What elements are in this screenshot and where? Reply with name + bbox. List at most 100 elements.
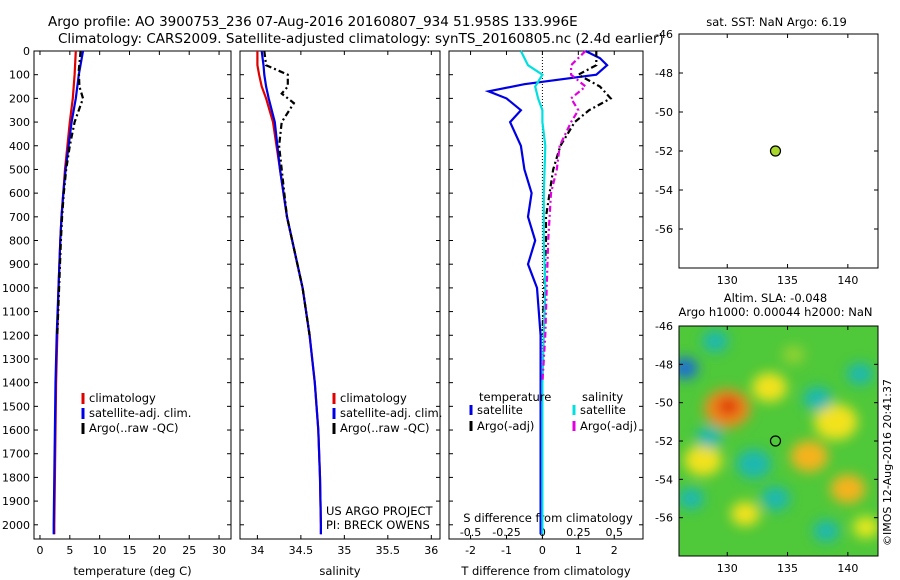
imos-side-stamp: ©IMOS 12-Aug-2016 20:41:37 — [881, 379, 894, 546]
sla-anomaly — [696, 426, 723, 449]
difference-xtick-label: -1 — [501, 544, 512, 557]
legend-item-label: satellite — [580, 403, 626, 417]
sla-map-xtick-label: 135 — [777, 562, 798, 575]
sla-map-ytick-label: -46 — [655, 320, 673, 333]
depth-tick-label: 900 — [9, 258, 30, 271]
depth-tick-label: 400 — [9, 140, 30, 153]
sla-map-ytick-label: -50 — [655, 397, 673, 410]
sst-map-xtick-label: 135 — [777, 274, 798, 287]
series-temperature-argo-adj- — [541, 51, 613, 336]
sla-anomaly — [679, 487, 705, 510]
sla-map-ytick-label: -52 — [655, 435, 673, 448]
temperature-xtick-label: 10 — [93, 544, 107, 557]
sla-anomaly — [803, 386, 833, 411]
depth-tick-label: 1900 — [2, 495, 30, 508]
sla-anomaly — [702, 330, 729, 353]
temperature-frame — [33, 50, 232, 540]
depth-tick-label: 1600 — [2, 424, 30, 437]
sla-map-panel: -46 -48 -50 -52 -54 -56 130 135 140 Altim. SLA: -… — [655, 291, 879, 575]
salinity-xtick-label: 35.5 — [376, 544, 401, 557]
sla-map-xtick-label: 130 — [717, 562, 738, 575]
salinity-diff-label: S difference from climatology — [463, 511, 633, 525]
legend-item-label: satellite-adj. clim. — [340, 406, 442, 420]
temperature-xtick-label: 20 — [152, 544, 166, 557]
sla-anomaly — [790, 440, 829, 473]
series-satellite-adj-clim- — [52, 50, 85, 535]
sla-anomaly — [684, 444, 722, 476]
sla-anomaly — [736, 449, 772, 479]
sst-map-ytick-label: -54 — [655, 184, 673, 197]
sla-map-title-line: Altim. SLA: -0.048 — [724, 291, 828, 305]
sla-anomaly — [716, 396, 741, 417]
depth-tick-label: 800 — [9, 235, 30, 248]
sla-anomaly — [679, 357, 699, 380]
depth-tick-label: 1700 — [2, 448, 30, 461]
temperature-panel: 0100200300400500600700800900100011001200… — [2, 45, 232, 578]
legend-group-title: temperature — [479, 390, 551, 404]
sla-anomaly — [761, 486, 790, 511]
depth-tick-label: 500 — [9, 163, 30, 176]
sla-map-ytick-label: -56 — [655, 512, 673, 525]
sla-field — [679, 326, 878, 556]
series-salinity-argo-adj- — [541, 50, 588, 383]
legend-item-label: Argo(-adj) — [477, 419, 534, 433]
sla-map-xtick-label: 140 — [837, 562, 858, 575]
legend-group-title: salinity — [582, 390, 623, 404]
temperature-xtick-label: 15 — [123, 544, 137, 557]
difference-xtick-label: 0 — [539, 544, 546, 557]
temperature-xtick-label: 5 — [66, 544, 73, 557]
legend-item-label: Argo(..raw -QC) — [340, 421, 430, 435]
salinity-diff-tick-label: -0.5 — [460, 526, 481, 539]
depth-tick-label: 1000 — [2, 282, 30, 295]
sla-map-ytick-label: -54 — [655, 473, 673, 486]
depth-tick-label: 200 — [9, 92, 30, 105]
depth-tick-label: 1500 — [2, 400, 30, 413]
sst-map-xtick-label: 130 — [717, 274, 738, 287]
legend-item-label: Argo(-adj) — [580, 419, 637, 433]
legend-item-label: Argo(..raw -QC) — [89, 421, 179, 435]
sla-anomaly — [852, 516, 878, 539]
salinity-xtick-label: 34.5 — [289, 544, 314, 557]
sla-map-title-line: Argo h1000: 0.00044 h2000: NaN — [678, 305, 872, 319]
sst-map-xtick-label: 140 — [837, 274, 858, 287]
legend-item-label: climatology — [89, 391, 156, 405]
project-annotation: US ARGO PROJECT — [326, 504, 434, 518]
salinity-xtick-label: 36 — [424, 544, 438, 557]
difference-xtick-label: -2 — [465, 544, 476, 557]
series-temperature-satellite — [484, 50, 609, 535]
legend-item-label: climatology — [340, 391, 407, 405]
salinity-panel: 34 34.5 35 35.5 36 salinity climatologysatelli… — [239, 50, 442, 578]
sla-anomaly — [830, 474, 866, 504]
project-annotation: PI: BRECK OWENS — [326, 518, 430, 532]
sla-anomaly — [846, 363, 873, 385]
series-argo-raw-qc- — [56, 50, 85, 336]
salinity-frame — [239, 50, 441, 540]
series-argo-raw-qc- — [263, 50, 311, 336]
sst-map-ytick-label: -46 — [655, 28, 673, 41]
difference-xtick-label: 2 — [611, 544, 618, 557]
sla-anomaly — [814, 403, 858, 440]
depth-tick-label: 2000 — [2, 519, 30, 532]
sst-map-panel: -46 -48 -50 -52 -54 -56 130 135 140 sat. SST: NaN… — [655, 15, 879, 287]
salinity-diff-tick-label: -0.25 — [492, 526, 520, 539]
depth-tick-label: 300 — [9, 116, 30, 129]
sst-map-ytick-label: -56 — [655, 223, 673, 236]
sst-map-title: sat. SST: NaN Argo: 6.19 — [706, 15, 847, 29]
salinity-diff-tick-label: 0.5 — [606, 526, 624, 539]
legend-item-label: satellite — [477, 403, 523, 417]
salinity-xtick-label: 34 — [250, 544, 264, 557]
header-line-2: Climatology: CARS2009. Satellite-adjuste… — [58, 31, 664, 47]
argo-location-marker — [769, 435, 782, 447]
series-salinity-satellite — [519, 50, 547, 535]
depth-tick-label: 1300 — [2, 353, 30, 366]
legend-item-label: satellite-adj. clim. — [89, 406, 191, 420]
difference-panel: -2 -1 0 1 2 T difference from climatology -0.5… — [448, 50, 644, 578]
depth-tick-label: 1100 — [2, 306, 30, 319]
depth-tick-label: 1800 — [2, 471, 30, 484]
difference-xtick-label: 1 — [575, 544, 582, 557]
depth-tick-label: 100 — [9, 69, 30, 82]
temperature-xtick-label: 0 — [36, 544, 43, 557]
sla-anomaly — [781, 345, 806, 365]
depth-tick-label: 1400 — [2, 377, 30, 390]
